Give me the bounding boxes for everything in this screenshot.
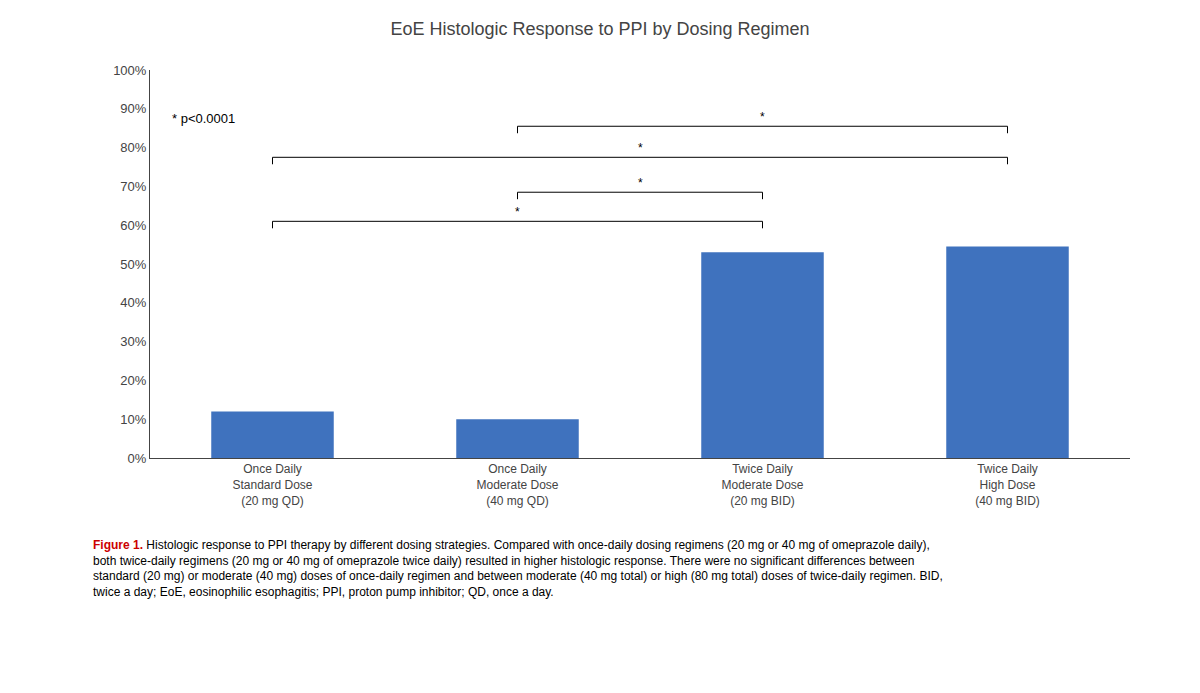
svg-text:Once DailyModerate Dose(40 mg: Once DailyModerate Dose(40 mg QD) bbox=[476, 462, 558, 507]
svg-text:*: * bbox=[638, 141, 643, 155]
svg-text:*: * bbox=[760, 110, 765, 124]
svg-text:90%: 90% bbox=[120, 101, 146, 116]
svg-text:Twice DailyHigh Dose(40 mg BID: Twice DailyHigh Dose(40 mg BID) bbox=[975, 462, 1040, 507]
svg-text:20%: 20% bbox=[120, 373, 146, 388]
svg-text:Once DailyStandard Dose(20 mg: Once DailyStandard Dose(20 mg QD) bbox=[232, 462, 312, 507]
svg-text:50%: 50% bbox=[120, 257, 146, 272]
svg-text:*: * bbox=[638, 176, 643, 190]
svg-text:Twice DailyModerate Dose(20 mg: Twice DailyModerate Dose(20 mg BID) bbox=[721, 462, 803, 507]
svg-text:40%: 40% bbox=[120, 295, 146, 310]
svg-text:EoE Histologic Response to PPI: EoE Histologic Response to PPI by Dosing… bbox=[390, 19, 809, 39]
svg-text:30%: 30% bbox=[120, 334, 146, 349]
svg-text:10%: 10% bbox=[120, 412, 146, 427]
svg-text:0%: 0% bbox=[128, 451, 147, 466]
svg-text:* p<0.0001: * p<0.0001 bbox=[172, 111, 235, 126]
svg-text:Figure 1. Histologic response: Figure 1. Histologic response to PPI the… bbox=[93, 538, 943, 599]
svg-text:*: * bbox=[515, 205, 520, 219]
svg-text:100%: 100% bbox=[113, 63, 147, 78]
svg-text:60%: 60% bbox=[120, 218, 146, 233]
svg-text:70%: 70% bbox=[120, 179, 146, 194]
svg-text:80%: 80% bbox=[120, 140, 146, 155]
